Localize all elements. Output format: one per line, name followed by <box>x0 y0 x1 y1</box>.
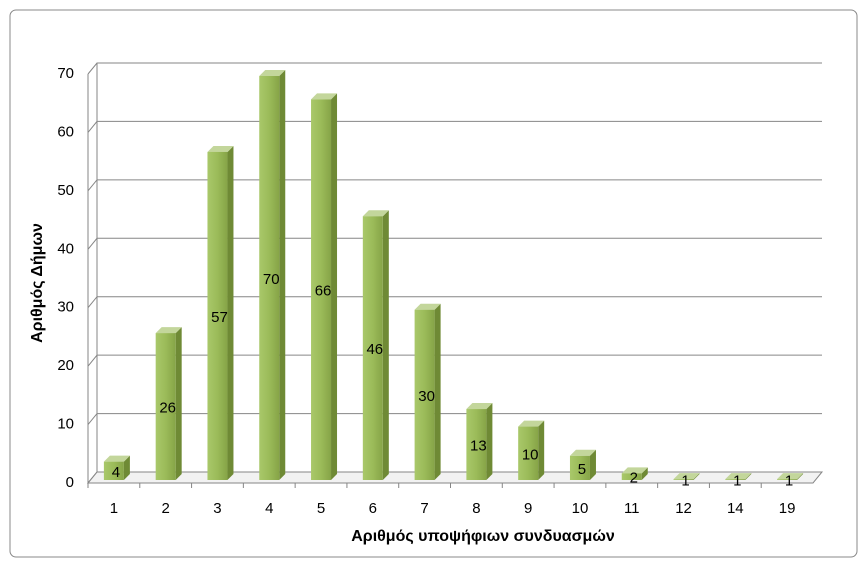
bar <box>621 467 648 480</box>
y-tick-label: 10 <box>57 416 74 433</box>
bar-face <box>569 455 590 480</box>
x-tick-label: 2 <box>162 500 170 517</box>
data-label: 13 <box>470 437 487 454</box>
bar-face <box>777 473 804 480</box>
bar <box>673 473 700 480</box>
bar-face <box>259 70 286 76</box>
bar-face <box>797 473 804 480</box>
bar-face <box>207 151 228 480</box>
bar-face <box>518 426 539 480</box>
data-label: 57 <box>211 309 228 326</box>
x-tick-label: 11 <box>624 500 640 517</box>
data-label: 1 <box>785 473 793 490</box>
bar-face <box>311 99 332 480</box>
bar-face <box>777 479 798 480</box>
bar-face <box>693 473 700 480</box>
bar <box>414 303 441 480</box>
bar-face <box>155 327 182 334</box>
y-tick-label: 70 <box>57 65 74 82</box>
bar-face <box>641 467 648 480</box>
data-label: 1 <box>733 473 741 490</box>
bar <box>518 420 545 480</box>
bar-face <box>207 145 234 152</box>
bar-face <box>259 76 280 480</box>
x-tick-label: 6 <box>369 500 377 517</box>
x-tick-label: 4 <box>265 500 273 517</box>
floor <box>86 471 824 484</box>
bar-face <box>745 473 752 480</box>
bar-face <box>589 449 596 480</box>
data-label: 46 <box>366 341 383 358</box>
bar-face <box>279 70 286 480</box>
data-label: 4 <box>112 464 120 481</box>
data-label: 66 <box>315 283 332 300</box>
y-tick-label: 20 <box>57 357 74 374</box>
y-tick-label: 30 <box>57 299 74 316</box>
x-tick-label: 9 <box>524 500 532 517</box>
y-tick-label: 60 <box>57 123 74 140</box>
x-tick-label: 3 <box>213 500 221 517</box>
bar-face <box>725 479 746 480</box>
bar-face <box>725 473 752 480</box>
y-tick-label: 50 <box>57 182 74 199</box>
bar-face <box>103 455 130 462</box>
bar <box>569 449 596 480</box>
bar-face <box>518 420 545 427</box>
bar-face <box>673 473 700 480</box>
bar-face <box>311 93 338 100</box>
bar <box>103 455 130 480</box>
bar <box>362 210 389 480</box>
data-label: 5 <box>578 461 586 478</box>
bar-face <box>621 467 648 474</box>
bar-face <box>123 455 130 480</box>
bar-face <box>466 403 493 410</box>
bar-face <box>155 333 176 480</box>
bar-face <box>362 210 389 217</box>
x-tick-label: 1 <box>110 500 118 517</box>
bar-face <box>382 210 389 480</box>
y-tick-label: 40 <box>57 240 74 257</box>
bar-face <box>673 479 694 480</box>
y-axis-title: Αριθμός Δήμων <box>29 223 46 343</box>
data-label: 70 <box>263 271 280 288</box>
data-label: 30 <box>418 388 435 405</box>
bar-face <box>414 309 435 480</box>
data-label: 2 <box>630 470 638 487</box>
x-tick-label: 7 <box>420 500 428 517</box>
x-tick-label: 14 <box>727 500 744 517</box>
bar <box>259 70 286 480</box>
bar <box>777 473 804 480</box>
bar-face <box>331 93 338 480</box>
bar-face <box>414 303 441 310</box>
x-tick-label: 8 <box>472 500 480 517</box>
bar <box>311 93 338 480</box>
data-label: 26 <box>159 400 176 417</box>
bar-face <box>538 420 545 480</box>
bar-face <box>466 409 487 480</box>
data-label: 1 <box>681 473 689 490</box>
bar-face <box>434 303 441 480</box>
bar <box>207 145 234 480</box>
x-tick-label: 5 <box>317 500 325 517</box>
x-tick-label: 19 <box>779 500 796 517</box>
x-tick-label: 10 <box>572 500 589 517</box>
bar-face <box>227 145 234 480</box>
bar-face <box>486 403 493 480</box>
data-label: 10 <box>522 446 539 463</box>
bar-face <box>621 473 642 480</box>
bar <box>725 473 752 480</box>
bar-face <box>103 461 124 480</box>
y-tick-label: 0 <box>66 474 74 491</box>
bar <box>155 327 182 480</box>
x-tick-label: 12 <box>675 500 692 517</box>
bar-face <box>569 449 596 456</box>
bar-face <box>175 327 182 480</box>
x-axis-title: Αριθμός υποψήφιων συνδυασμών <box>351 528 615 545</box>
bar <box>466 403 493 480</box>
bar-face <box>362 216 383 480</box>
